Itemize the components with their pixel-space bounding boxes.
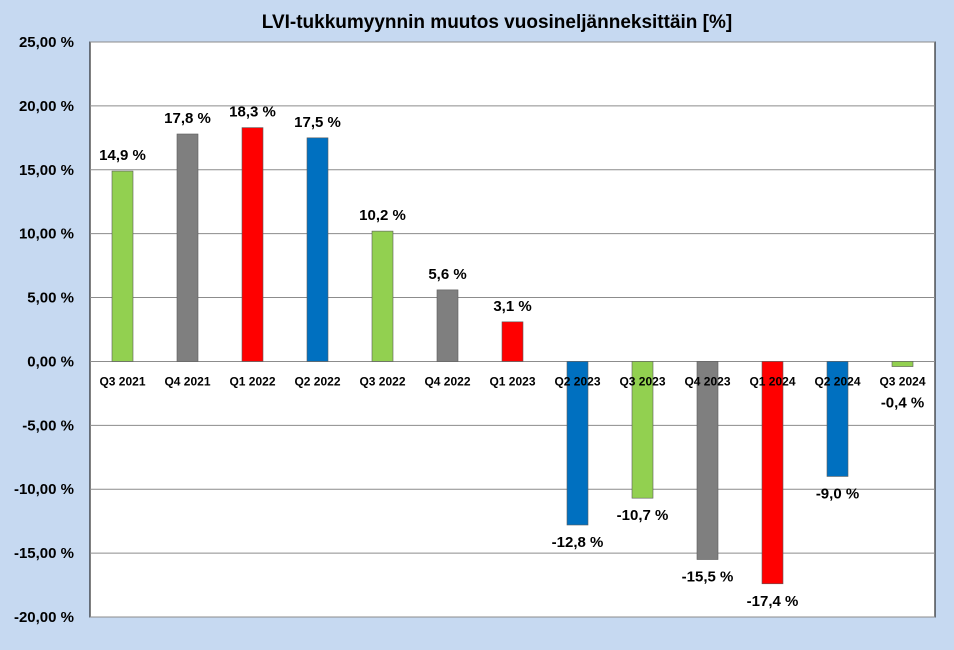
y-tick-label: -20,00 % (14, 609, 74, 626)
data-label: 3,1 % (493, 298, 531, 315)
data-label: 18,3 % (229, 104, 276, 121)
x-tick-label: Q1 2023 (489, 374, 535, 388)
bar (566, 361, 589, 526)
data-labels: 14,9 % 17,8 % 18,3 % 17,5 % 10,2 % 5,6 % 3,1 %… (99, 104, 924, 610)
x-tick-label: Q4 2021 (164, 374, 210, 388)
x-tick-label: Q3 2023 (619, 374, 665, 388)
x-tick-label: Q3 2024 (879, 374, 925, 388)
y-tick-label: -5,00 % (22, 417, 74, 434)
x-tick-label: Q2 2023 (554, 374, 600, 388)
x-tick-label: Q1 2024 (749, 374, 795, 388)
bars (111, 127, 914, 585)
x-tick-label: Q2 2022 (294, 374, 340, 388)
gridlines (90, 41, 935, 618)
y-tick-label: 15,00 % (19, 162, 74, 179)
data-label: -15,5 % (682, 569, 734, 586)
y-tick-label: -15,00 % (14, 545, 74, 562)
data-label: -17,4 % (747, 593, 799, 610)
bar (306, 137, 329, 362)
data-label: 17,8 % (164, 110, 211, 127)
x-tick-label: Q4 2022 (424, 374, 470, 388)
y-tick-label: 10,00 % (19, 226, 74, 243)
bar (501, 321, 524, 362)
x-axis-ticks: Q3 2021 Q4 2021 Q1 2022 Q2 2022 Q3 2022 Q4 20… (99, 374, 925, 388)
x-tick-label: Q3 2021 (99, 374, 145, 388)
x-tick-label: Q2 2024 (814, 374, 860, 388)
bar (761, 361, 784, 585)
bar (371, 230, 394, 362)
y-tick-label: 25,00 % (19, 34, 74, 51)
data-label: -12,8 % (552, 534, 604, 551)
data-label: 10,2 % (359, 207, 406, 224)
bar (111, 170, 134, 362)
data-label: -10,7 % (617, 507, 669, 524)
bar (826, 361, 849, 477)
chart-title: LVI-tukkumyynnin muutos vuosineljänneksi… (262, 12, 732, 33)
data-label: 17,5 % (294, 114, 341, 131)
y-tick-label: 0,00 % (27, 353, 74, 370)
y-axis-ticks: 25,00 % 20,00 % 15,00 % 10,00 % 5,00 % 0,00 %… (14, 34, 74, 626)
bar (696, 361, 719, 560)
x-tick-label: Q3 2022 (359, 374, 405, 388)
x-tick-label: Q4 2023 (684, 374, 730, 388)
data-label: -9,0 % (816, 485, 859, 502)
data-label: -0,4 % (881, 394, 924, 411)
bar (891, 361, 914, 367)
bar (631, 361, 654, 499)
y-tick-label: 5,00 % (27, 290, 74, 307)
data-label: 5,6 % (428, 266, 466, 283)
y-tick-label: 20,00 % (19, 98, 74, 115)
bar (176, 133, 199, 362)
y-tick-label: -10,00 % (14, 481, 74, 498)
bar (436, 289, 459, 362)
bar (241, 127, 264, 362)
x-tick-label: Q1 2022 (229, 374, 275, 388)
data-label: 14,9 % (99, 147, 146, 164)
